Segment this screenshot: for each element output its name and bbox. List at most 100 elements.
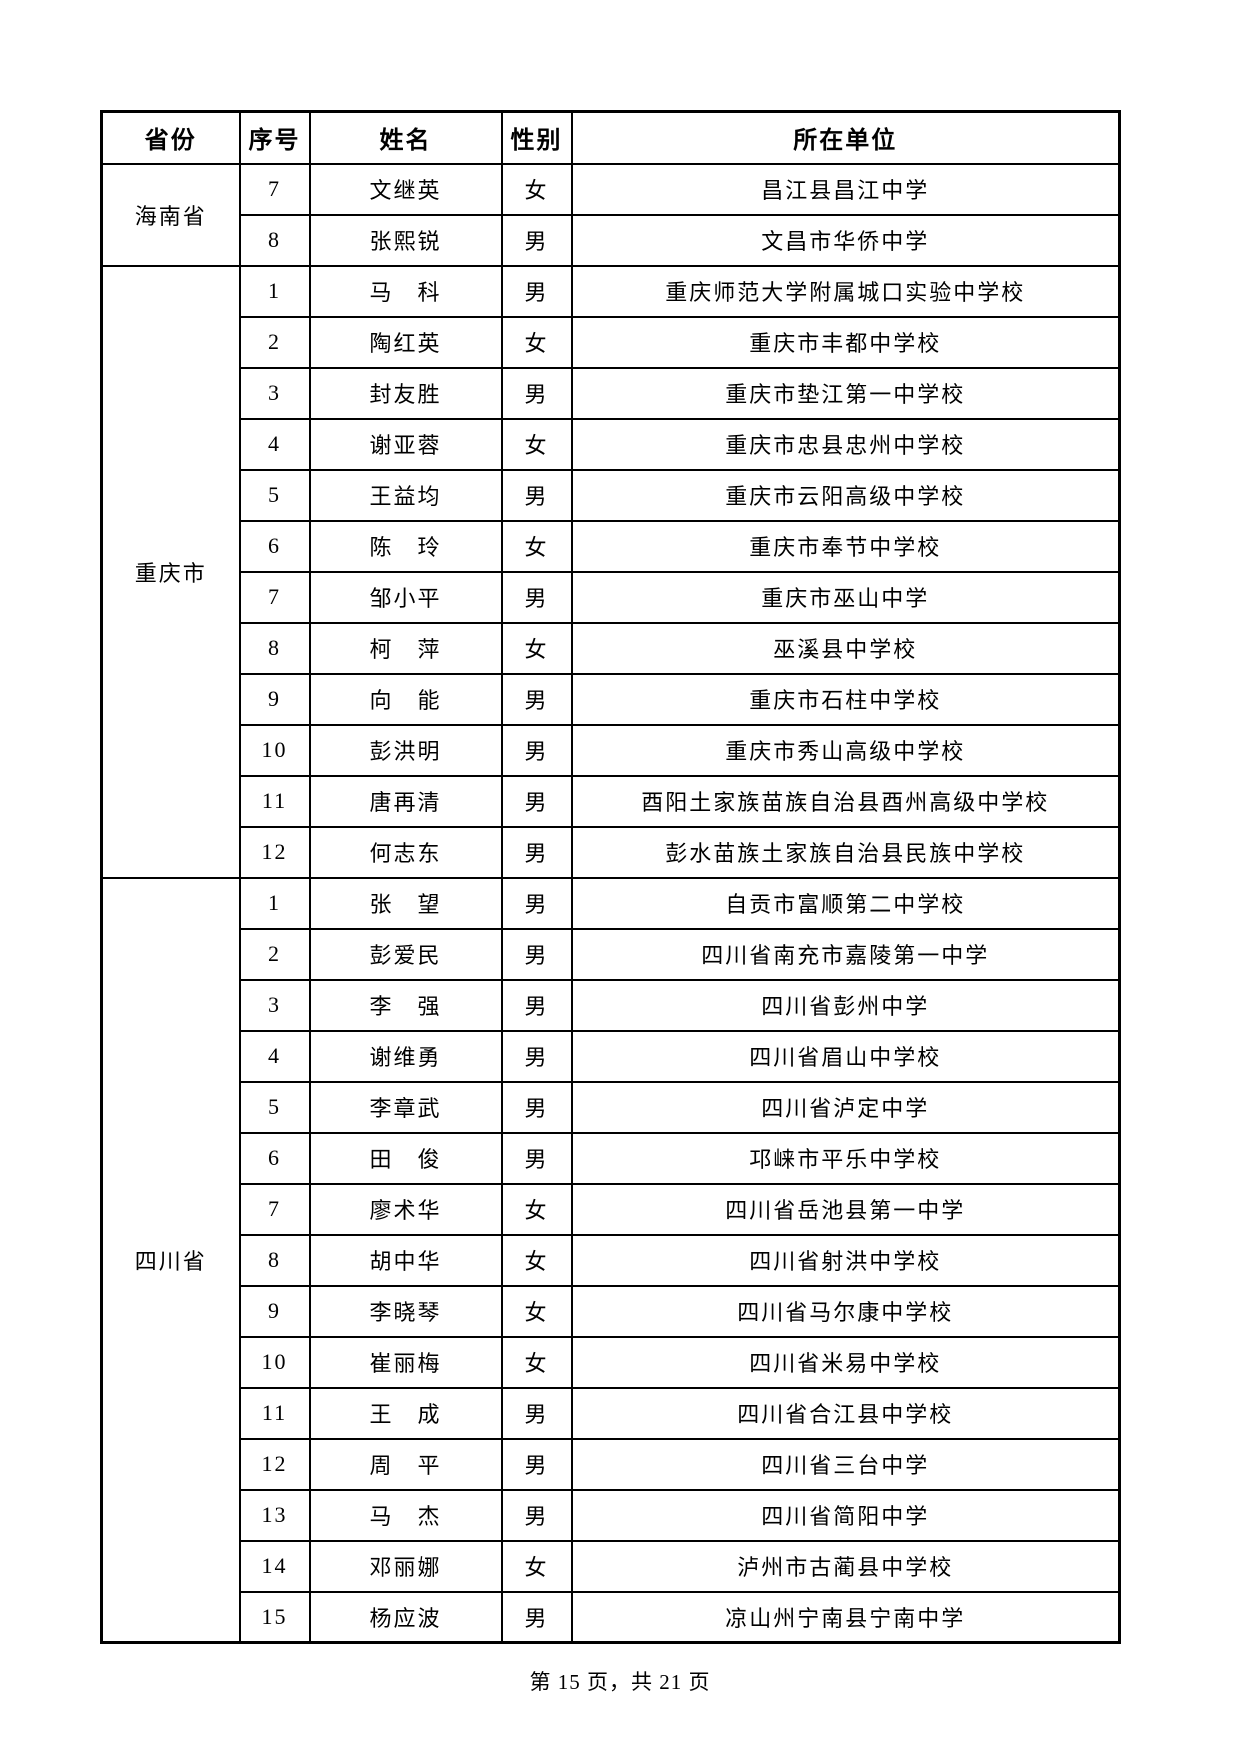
province-cell: 重庆市 — [100, 264, 241, 879]
name-cell: 柯 萍 — [308, 621, 503, 675]
unit-cell: 重庆市忠县忠州中学校 — [570, 417, 1121, 471]
table-row: 13 马 杰男四川省简阳中学 — [102, 1488, 1121, 1542]
row-number-cell: 7 — [238, 1182, 311, 1236]
gender-cell: 男 — [500, 1386, 573, 1440]
gender-cell: 男 — [500, 1437, 573, 1491]
unit-cell: 重庆市垫江第一中学校 — [570, 366, 1121, 420]
gender-cell: 女 — [500, 315, 573, 369]
gender-cell: 男 — [500, 825, 573, 879]
table-row: 10 崔丽梅女四川省米易中学校 — [102, 1335, 1121, 1389]
name-cell: 陶红英 — [308, 315, 503, 369]
table-row: 4 谢亚蓉女重庆市忠县忠州中学校 — [102, 417, 1121, 471]
row-number-cell: 7 — [238, 162, 311, 216]
gender-cell: 女 — [500, 1182, 573, 1236]
name-cell: 李晓琴 — [308, 1284, 503, 1338]
table-row: 7 邹小平男重庆市巫山中学 — [102, 570, 1121, 624]
name-cell: 马 科 — [308, 264, 503, 318]
unit-cell: 四川省岳池县第一中学 — [570, 1182, 1121, 1236]
table-row: 四川省 1 张 望男自贡市富顺第二中学校 — [100, 876, 1121, 1644]
unit-cell: 四川省米易中学校 — [570, 1335, 1121, 1389]
row-number-cell: 3 — [238, 366, 311, 420]
gender-cell: 男 — [500, 1080, 573, 1134]
row-number-cell: 6 — [238, 519, 311, 573]
name-cell: 马 杰 — [308, 1488, 503, 1542]
header-row: 省份 序号 姓名 性别 所在单位 — [100, 110, 1121, 165]
row-number-cell: 1 — [238, 876, 311, 930]
gender-cell: 男 — [500, 366, 573, 420]
row-number-cell: 11 — [238, 774, 311, 828]
table-row: 8 张熙锐男文昌市华侨中学 — [102, 213, 1121, 267]
gender-cell: 女 — [500, 519, 573, 573]
unit-cell: 四川省泸定中学 — [570, 1080, 1121, 1134]
row-number-cell: 8 — [238, 1233, 311, 1287]
row-number-cell: 14 — [238, 1539, 311, 1593]
unit-cell: 昌江县昌江中学 — [570, 162, 1121, 216]
name-cell: 杨应波 — [308, 1590, 503, 1644]
province-cell: 海南省 — [100, 162, 241, 267]
name-cell: 廖术华 — [308, 1182, 503, 1236]
table-row: 2 彭爱民男四川省南充市嘉陵第一中学 — [102, 927, 1121, 981]
gender-cell: 女 — [500, 621, 573, 675]
row-number-cell: 9 — [238, 1284, 311, 1338]
roster-table: 省份 序号 姓名 性别 所在单位 海南省 7 文继英女昌江县昌江中学 8 张熙锐男文昌市… — [100, 110, 1121, 1644]
gender-cell: 男 — [500, 468, 573, 522]
name-cell: 谢维勇 — [308, 1029, 503, 1083]
gender-cell: 男 — [500, 1488, 573, 1542]
row-number-cell: 4 — [238, 1029, 311, 1083]
unit-cell: 重庆市丰都中学校 — [570, 315, 1121, 369]
gender-cell: 女 — [500, 1539, 573, 1593]
unit-cell: 四川省眉山中学校 — [570, 1029, 1121, 1083]
row-number-cell: 7 — [238, 570, 311, 624]
name-cell: 崔丽梅 — [308, 1335, 503, 1389]
row-number-cell: 5 — [238, 1080, 311, 1134]
row-number-cell: 1 — [238, 264, 311, 318]
gender-cell: 男 — [500, 672, 573, 726]
name-cell: 彭洪明 — [308, 723, 503, 777]
name-cell: 胡中华 — [308, 1233, 503, 1287]
row-number-cell: 2 — [238, 315, 311, 369]
unit-cell: 四川省三台中学 — [570, 1437, 1121, 1491]
table-row: 11 王 成男四川省合江县中学校 — [102, 1386, 1121, 1440]
gender-cell: 女 — [500, 1335, 573, 1389]
unit-cell: 四川省简阳中学 — [570, 1488, 1121, 1542]
table-row: 3 封友胜男重庆市垫江第一中学校 — [102, 366, 1121, 420]
gender-cell: 男 — [500, 723, 573, 777]
header-cell-unit: 所在单位 — [570, 110, 1121, 165]
row-number-cell: 11 — [238, 1386, 311, 1440]
name-cell: 谢亚蓉 — [308, 417, 503, 471]
gender-cell: 男 — [500, 774, 573, 828]
name-cell: 李 强 — [308, 978, 503, 1032]
row-number-cell: 3 — [238, 978, 311, 1032]
name-cell: 陈 玲 — [308, 519, 503, 573]
unit-cell: 四川省彭州中学 — [570, 978, 1121, 1032]
row-number-cell: 13 — [238, 1488, 311, 1542]
table-row: 2 陶红英女重庆市丰都中学校 — [102, 315, 1121, 369]
unit-cell: 凉山州宁南县宁南中学 — [570, 1590, 1121, 1644]
gender-cell: 男 — [500, 570, 573, 624]
unit-cell: 四川省南充市嘉陵第一中学 — [570, 927, 1121, 981]
table-row: 15 杨应波男凉山州宁南县宁南中学 — [102, 1590, 1121, 1644]
unit-cell: 重庆市奉节中学校 — [570, 519, 1121, 573]
table-row: 9 李晓琴女四川省马尔康中学校 — [102, 1284, 1121, 1338]
header-cell-number: 序号 — [238, 110, 311, 165]
gender-cell: 女 — [500, 162, 573, 216]
table-row: 14 邓丽娜女泸州市古蔺县中学校 — [102, 1539, 1121, 1593]
gender-cell: 女 — [500, 417, 573, 471]
name-cell: 何志东 — [308, 825, 503, 879]
name-cell: 王益均 — [308, 468, 503, 522]
gender-cell: 男 — [500, 264, 573, 318]
table-row: 11 唐再清男酉阳土家族苗族自治县酉州高级中学校 — [102, 774, 1121, 828]
table-row: 5 王益均男重庆市云阳高级中学校 — [102, 468, 1121, 522]
row-number-cell: 15 — [238, 1590, 311, 1644]
name-cell: 周 平 — [308, 1437, 503, 1491]
name-cell: 唐再清 — [308, 774, 503, 828]
row-number-cell: 6 — [238, 1131, 311, 1185]
name-cell: 向 能 — [308, 672, 503, 726]
name-cell: 李章武 — [308, 1080, 503, 1134]
gender-cell: 男 — [500, 1590, 573, 1644]
